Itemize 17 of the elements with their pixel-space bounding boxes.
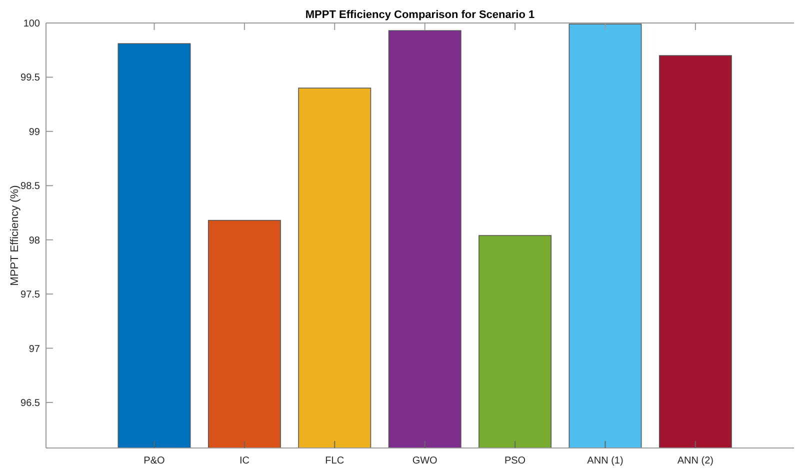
y-tick-label: 97.5 [20, 290, 40, 301]
y-tick-label: 99.5 [20, 72, 40, 84]
y-tick-label: 98.5 [20, 181, 40, 192]
x-tick-label: IC [239, 456, 250, 466]
x-tick-label: GWO [412, 456, 438, 466]
chart-title: MPPT Efficiency Comparison for Scenario 1 [305, 9, 535, 21]
x-tick-label: ANN (1) [587, 456, 624, 466]
x-tick-label: ANN (2) [677, 456, 714, 466]
y-tick-label: 96.5 [20, 398, 40, 409]
y-tick-label: 98 [28, 235, 40, 246]
y-tick-label: 100 [23, 18, 40, 30]
y-tick-label: 99 [28, 126, 40, 138]
x-tick-label: P&O [144, 456, 166, 466]
y-axis-title: MPPT Efficiency (%) [9, 185, 21, 286]
y-tick-label: 97 [28, 344, 40, 355]
x-tick-label: FLC [325, 456, 344, 466]
x-tick-label: PSO [504, 456, 526, 466]
